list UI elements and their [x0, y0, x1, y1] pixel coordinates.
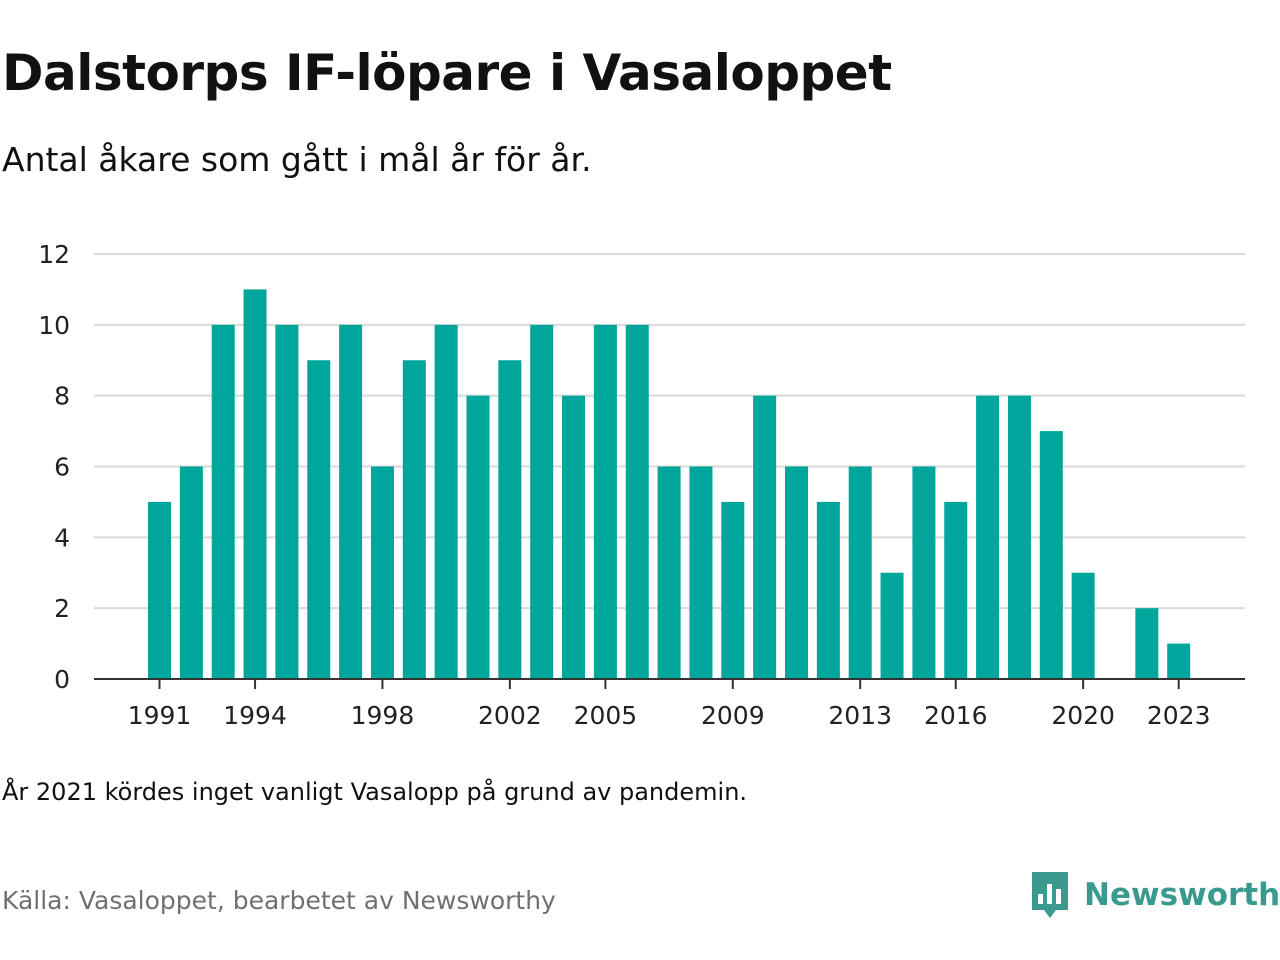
y-tick-label: 0 — [54, 665, 70, 694]
x-tick-label: 1994 — [223, 701, 287, 730]
x-tick-label: 2002 — [478, 701, 542, 730]
bar-1991 — [148, 501, 171, 679]
bar-2000 — [434, 324, 458, 679]
bar-2017 — [976, 395, 1000, 679]
y-tick-label: 2 — [54, 594, 70, 623]
bar-chart: 0 2 4 6 8 10 12 1991 1994 1998 2002 2005 2009 2013 201… — [38, 240, 1245, 730]
newsworthy-chart-bubble-icon — [1032, 872, 1068, 918]
x-tick-label: 1991 — [128, 701, 192, 730]
y-tick-label: 10 — [38, 311, 70, 340]
x-tick-label: 2013 — [828, 701, 892, 730]
chart-title: Dalstorps IF-löpare i Vasaloppet — [2, 44, 892, 102]
newsworthy-logo: Newsworthy — [1030, 870, 1280, 920]
chart-subtitle: Antal åkare som gått i mål år för år. — [2, 140, 592, 179]
x-tick-label: 2023 — [1147, 701, 1211, 730]
bar-2013 — [848, 466, 872, 679]
bar-2003 — [530, 324, 554, 679]
x-tick-label: 1998 — [351, 701, 415, 730]
bar-2012 — [816, 501, 840, 679]
logo-text: Newsworthy — [1084, 877, 1280, 913]
bar-2001 — [466, 395, 490, 679]
bar-2015 — [912, 466, 936, 679]
bar-1997 — [339, 324, 363, 679]
bars — [148, 289, 1191, 679]
x-tick-label: 2009 — [701, 701, 765, 730]
bar-2020 — [1071, 572, 1095, 679]
bar-2009 — [721, 501, 745, 679]
bar-2014 — [880, 572, 904, 679]
bar-2011 — [785, 466, 808, 679]
y-tick-label: 4 — [54, 523, 70, 552]
bar-1993 — [211, 324, 235, 679]
y-tick-label: 12 — [38, 240, 70, 269]
bar-2005 — [593, 324, 617, 679]
bar-2002 — [498, 360, 522, 679]
source-credit: Källa: Vasaloppet, bearbetet av Newswort… — [2, 886, 556, 915]
x-tick-label: 2020 — [1051, 701, 1115, 730]
bar-1999 — [402, 360, 426, 679]
bar-2004 — [562, 395, 586, 679]
bar-1994 — [243, 289, 267, 679]
bar-2006 — [625, 324, 649, 679]
bar-1996 — [307, 360, 331, 679]
bar-2023 — [1167, 643, 1191, 679]
bar-2007 — [657, 466, 681, 679]
bar-1992 — [179, 466, 203, 679]
bar-1998 — [370, 466, 394, 679]
bar-2010 — [753, 395, 777, 679]
bar-2022 — [1135, 608, 1159, 679]
bar-2016 — [944, 501, 968, 679]
x-tick-label: 2016 — [924, 701, 988, 730]
x-tick-label: 2005 — [574, 701, 638, 730]
y-tick-label: 8 — [54, 382, 70, 411]
axes: 0 2 4 6 8 10 12 1991 1994 1998 2002 2005 2009 2013 201… — [38, 240, 1245, 730]
bar-1995 — [275, 324, 299, 679]
y-tick-label: 6 — [54, 453, 70, 482]
bar-2018 — [1007, 395, 1031, 679]
bar-2008 — [689, 466, 713, 679]
bar-2019 — [1039, 431, 1063, 679]
chart-note: År 2021 kördes inget vanligt Vasalopp på… — [2, 778, 748, 806]
